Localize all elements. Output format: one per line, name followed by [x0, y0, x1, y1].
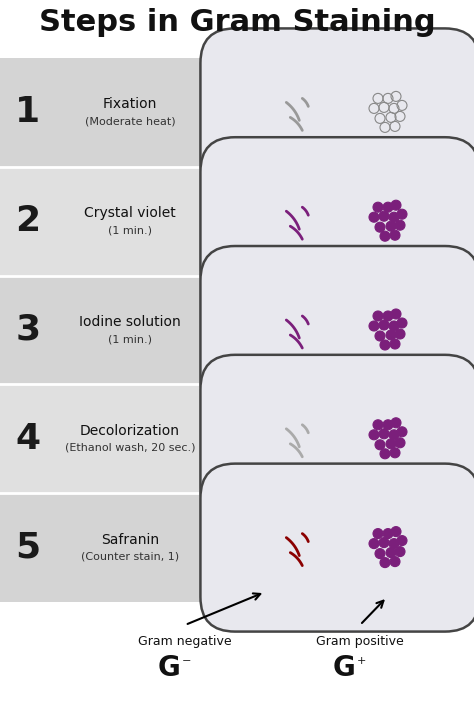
- Text: Gram negative: Gram negative: [138, 635, 232, 648]
- Text: G: G: [157, 654, 180, 682]
- Circle shape: [380, 449, 390, 459]
- Circle shape: [391, 527, 401, 537]
- Text: 1: 1: [16, 95, 41, 129]
- Text: (Counter stain, 1): (Counter stain, 1): [81, 551, 179, 561]
- Circle shape: [397, 427, 407, 437]
- Circle shape: [373, 202, 383, 212]
- Circle shape: [375, 440, 385, 450]
- Circle shape: [379, 429, 389, 439]
- Circle shape: [397, 536, 407, 546]
- Text: ⁺: ⁺: [357, 656, 366, 674]
- Circle shape: [375, 222, 385, 232]
- Text: Fixation: Fixation: [103, 98, 157, 112]
- Circle shape: [386, 221, 396, 231]
- Text: 3: 3: [16, 313, 41, 347]
- Circle shape: [373, 311, 383, 321]
- Circle shape: [375, 549, 385, 559]
- Circle shape: [395, 547, 405, 556]
- Circle shape: [389, 539, 399, 549]
- Circle shape: [373, 529, 383, 539]
- Circle shape: [369, 430, 379, 440]
- Text: Decolorization: Decolorization: [80, 423, 180, 438]
- Bar: [0, 167, 474, 276]
- Text: Steps in Gram Staining: Steps in Gram Staining: [39, 8, 435, 37]
- Text: (Ethanol wash, 20 sec.): (Ethanol wash, 20 sec.): [65, 443, 195, 452]
- Circle shape: [373, 420, 383, 430]
- Circle shape: [386, 548, 396, 558]
- Circle shape: [390, 339, 400, 349]
- Circle shape: [390, 556, 400, 566]
- Bar: [0, 385, 474, 493]
- Text: 5: 5: [16, 530, 41, 565]
- Circle shape: [386, 439, 396, 449]
- Text: (1 min.): (1 min.): [108, 334, 152, 344]
- Circle shape: [379, 211, 389, 221]
- Circle shape: [389, 430, 399, 440]
- FancyBboxPatch shape: [201, 246, 474, 414]
- FancyBboxPatch shape: [201, 355, 474, 522]
- Circle shape: [390, 230, 400, 240]
- Circle shape: [395, 220, 405, 230]
- Text: Safranin: Safranin: [101, 532, 159, 547]
- Circle shape: [383, 529, 393, 539]
- Text: Crystal violet: Crystal violet: [84, 206, 176, 220]
- Circle shape: [389, 212, 399, 222]
- Circle shape: [391, 418, 401, 428]
- Circle shape: [380, 340, 390, 350]
- Circle shape: [391, 200, 401, 210]
- Text: Gram positive: Gram positive: [316, 635, 404, 648]
- Circle shape: [397, 209, 407, 219]
- Circle shape: [369, 321, 379, 331]
- Circle shape: [383, 311, 393, 321]
- Circle shape: [380, 558, 390, 568]
- Bar: [0, 58, 474, 167]
- Text: 4: 4: [16, 422, 41, 456]
- Bar: [0, 493, 474, 602]
- Circle shape: [379, 320, 389, 330]
- Circle shape: [383, 202, 393, 212]
- Circle shape: [375, 331, 385, 341]
- Text: Iodine solution: Iodine solution: [79, 315, 181, 329]
- FancyBboxPatch shape: [201, 464, 474, 631]
- Text: G: G: [332, 654, 355, 682]
- Circle shape: [389, 321, 399, 331]
- Bar: [0, 602, 474, 707]
- Circle shape: [391, 309, 401, 319]
- Circle shape: [369, 212, 379, 222]
- Circle shape: [379, 537, 389, 548]
- Text: ⁻: ⁻: [182, 656, 191, 674]
- Circle shape: [380, 231, 390, 241]
- Circle shape: [395, 438, 405, 448]
- Bar: [0, 276, 474, 385]
- Text: (1 min.): (1 min.): [108, 226, 152, 235]
- Text: 2: 2: [16, 204, 41, 238]
- Circle shape: [386, 330, 396, 340]
- Circle shape: [369, 539, 379, 549]
- FancyBboxPatch shape: [201, 137, 474, 305]
- Circle shape: [395, 329, 405, 339]
- Text: (Moderate heat): (Moderate heat): [85, 117, 175, 127]
- Circle shape: [383, 420, 393, 430]
- Circle shape: [397, 318, 407, 328]
- FancyBboxPatch shape: [201, 28, 474, 197]
- Circle shape: [390, 448, 400, 458]
